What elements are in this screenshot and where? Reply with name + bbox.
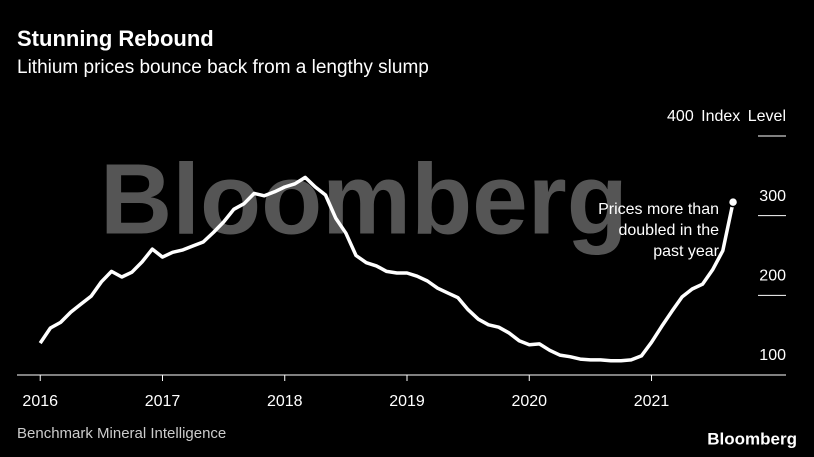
x-tick-label: 2016 xyxy=(22,393,58,410)
annotation: Prices more than xyxy=(598,201,719,218)
y-tick-label: 100 xyxy=(759,347,786,364)
annotation: past year xyxy=(653,243,719,260)
y-tick-label: 400 Index Level xyxy=(667,108,786,125)
chart-title: Stunning Rebound xyxy=(17,26,214,51)
x-tick-label: 2021 xyxy=(634,393,670,410)
logo: Bloomberg xyxy=(707,429,797,448)
watermark: Bloomberg xyxy=(100,143,628,255)
x-tick-label: 2019 xyxy=(389,393,425,410)
annotation: doubled in the xyxy=(618,222,719,239)
chart-subtitle: Lithium prices bounce back from a length… xyxy=(17,57,429,78)
line xyxy=(38,175,735,363)
source: Benchmark Mineral Intelligence xyxy=(17,425,226,442)
x-tick-label: 2017 xyxy=(145,393,181,410)
y-tick-label: 200 xyxy=(759,268,786,285)
x-tick-label: 2020 xyxy=(511,393,547,410)
x-tick-label: 2018 xyxy=(267,393,303,410)
y-tick-label: 300 xyxy=(759,188,786,205)
end-dot xyxy=(727,196,739,208)
